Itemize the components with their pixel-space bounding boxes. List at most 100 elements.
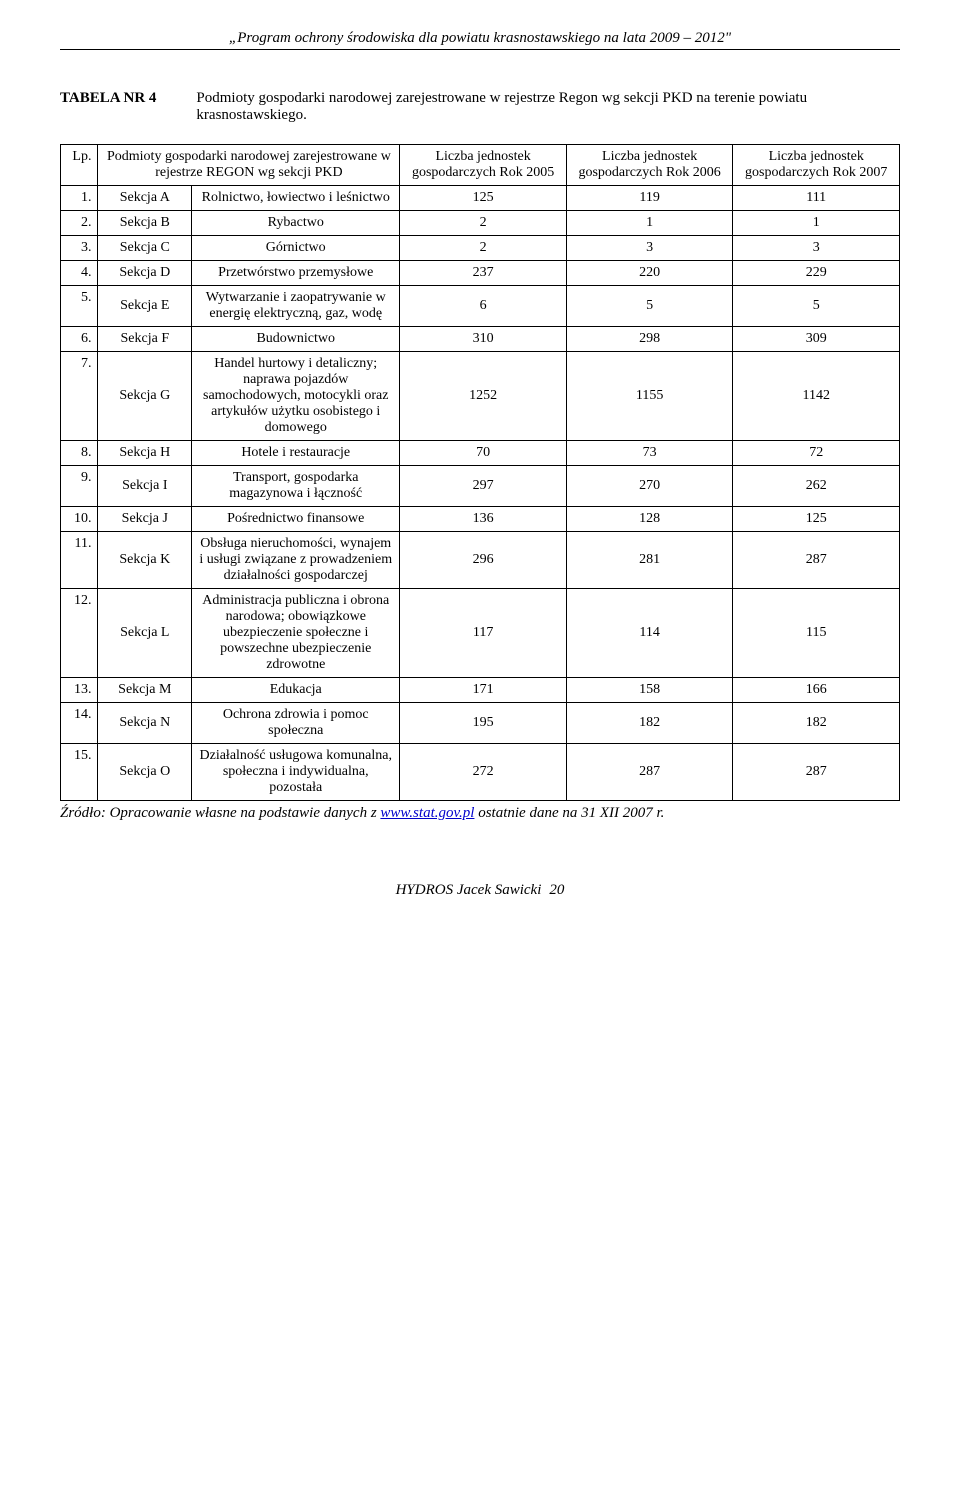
cell-sekcja: Sekcja M xyxy=(98,678,192,703)
cell-sekcja: Sekcja B xyxy=(98,211,192,236)
source-note: Źródło: Opracowanie własne na podstawie … xyxy=(60,805,900,822)
cell-2006: 298 xyxy=(566,327,733,352)
cell-2005: 195 xyxy=(400,703,567,744)
cell-lp: 2. xyxy=(61,211,98,236)
cell-2007: 1 xyxy=(733,211,900,236)
cell-2007: 3 xyxy=(733,236,900,261)
cell-lp: 14. xyxy=(61,703,98,744)
cell-2007: 166 xyxy=(733,678,900,703)
table-row: 12.Sekcja LAdministracja publiczna i obr… xyxy=(61,589,900,678)
page-footer: HYDROS Jacek Sawicki 20 xyxy=(60,882,900,899)
cell-2007: 111 xyxy=(733,186,900,211)
table-header-row: Lp. Podmioty gospodarki narodowej zareje… xyxy=(61,145,900,186)
cell-description: Budownictwo xyxy=(192,327,400,352)
cell-sekcja: Sekcja G xyxy=(98,352,192,441)
table-row: 8.Sekcja HHotele i restauracje707372 xyxy=(61,441,900,466)
footer-page-number: 20 xyxy=(549,882,564,899)
cell-description: Pośrednictwo finansowe xyxy=(192,507,400,532)
cell-lp: 11. xyxy=(61,532,98,589)
data-table: Lp. Podmioty gospodarki narodowej zareje… xyxy=(60,144,900,801)
table-row: 1.Sekcja ARolnictwo, łowiectwo i leśnict… xyxy=(61,186,900,211)
cell-2005: 70 xyxy=(400,441,567,466)
cell-sekcja: Sekcja E xyxy=(98,286,192,327)
cell-2006: 5 xyxy=(566,286,733,327)
cell-2005: 136 xyxy=(400,507,567,532)
cell-sekcja: Sekcja O xyxy=(98,744,192,801)
cell-2006: 281 xyxy=(566,532,733,589)
cell-2006: 73 xyxy=(566,441,733,466)
cell-description: Handel hurtowy i detaliczny; naprawa poj… xyxy=(192,352,400,441)
table-row: 13.Sekcja MEdukacja171158166 xyxy=(61,678,900,703)
cell-description: Górnictwo xyxy=(192,236,400,261)
cell-lp: 13. xyxy=(61,678,98,703)
cell-2007: 229 xyxy=(733,261,900,286)
cell-description: Rolnictwo, łowiectwo i leśnictwo xyxy=(192,186,400,211)
cell-description: Edukacja xyxy=(192,678,400,703)
table-caption: Podmioty gospodarki narodowej zarejestro… xyxy=(196,90,900,124)
cell-description: Przetwórstwo przemysłowe xyxy=(192,261,400,286)
cell-2007: 262 xyxy=(733,466,900,507)
col-header-lp: Lp. xyxy=(61,145,98,186)
col-header-2006: Liczba jednostek gospodarczych Rok 2006 xyxy=(566,145,733,186)
cell-2005: 297 xyxy=(400,466,567,507)
table-row: 2.Sekcja BRybactwo211 xyxy=(61,211,900,236)
cell-lp: 3. xyxy=(61,236,98,261)
table-row: 6.Sekcja FBudownictwo310298309 xyxy=(61,327,900,352)
cell-2006: 114 xyxy=(566,589,733,678)
cell-lp: 9. xyxy=(61,466,98,507)
source-link[interactable]: www.stat.gov.pl xyxy=(380,805,474,821)
table-label: TABELA NR 4 xyxy=(60,90,156,107)
cell-sekcja: Sekcja L xyxy=(98,589,192,678)
cell-sekcja: Sekcja A xyxy=(98,186,192,211)
cell-2006: 119 xyxy=(566,186,733,211)
cell-sekcja: Sekcja K xyxy=(98,532,192,589)
table-row: 7.Sekcja GHandel hurtowy i detaliczny; n… xyxy=(61,352,900,441)
cell-2007: 1142 xyxy=(733,352,900,441)
cell-lp: 12. xyxy=(61,589,98,678)
cell-2005: 6 xyxy=(400,286,567,327)
cell-description: Wytwarzanie i zaopatrywanie w energię el… xyxy=(192,286,400,327)
cell-description: Hotele i restauracje xyxy=(192,441,400,466)
cell-2006: 1 xyxy=(566,211,733,236)
footer-brand: HYDROS Jacek Sawicki xyxy=(396,882,542,899)
table-row: 11.Sekcja KObsługa nieruchomości, wynaje… xyxy=(61,532,900,589)
cell-description: Obsługa nieruchomości, wynajem i usługi … xyxy=(192,532,400,589)
cell-2006: 270 xyxy=(566,466,733,507)
cell-2005: 272 xyxy=(400,744,567,801)
table-row: 3.Sekcja CGórnictwo233 xyxy=(61,236,900,261)
cell-2006: 287 xyxy=(566,744,733,801)
cell-2007: 72 xyxy=(733,441,900,466)
cell-sekcja: Sekcja C xyxy=(98,236,192,261)
cell-2005: 117 xyxy=(400,589,567,678)
table-row: 14.Sekcja NOchrona zdrowia i pomoc społe… xyxy=(61,703,900,744)
page-header-title: „Program ochrony środowiska dla powiatu … xyxy=(60,30,900,50)
cell-lp: 10. xyxy=(61,507,98,532)
table-row: 9.Sekcja ITransport, gospodarka magazyno… xyxy=(61,466,900,507)
cell-sekcja: Sekcja D xyxy=(98,261,192,286)
cell-2007: 287 xyxy=(733,744,900,801)
cell-sekcja: Sekcja J xyxy=(98,507,192,532)
cell-lp: 6. xyxy=(61,327,98,352)
cell-sekcja: Sekcja F xyxy=(98,327,192,352)
cell-2006: 3 xyxy=(566,236,733,261)
cell-description: Ochrona zdrowia i pomoc społeczna xyxy=(192,703,400,744)
cell-lp: 5. xyxy=(61,286,98,327)
cell-2006: 128 xyxy=(566,507,733,532)
cell-sekcja: Sekcja H xyxy=(98,441,192,466)
cell-2006: 158 xyxy=(566,678,733,703)
cell-2005: 2 xyxy=(400,211,567,236)
cell-2005: 310 xyxy=(400,327,567,352)
cell-2005: 296 xyxy=(400,532,567,589)
cell-lp: 1. xyxy=(61,186,98,211)
source-suffix: ostatnie dane na 31 XII 2007 r. xyxy=(474,805,664,821)
cell-2007: 5 xyxy=(733,286,900,327)
cell-description: Rybactwo xyxy=(192,211,400,236)
cell-2005: 2 xyxy=(400,236,567,261)
cell-sekcja: Sekcja I xyxy=(98,466,192,507)
cell-description: Administracja publiczna i obrona narodow… xyxy=(192,589,400,678)
cell-lp: 15. xyxy=(61,744,98,801)
table-row: 4.Sekcja DPrzetwórstwo przemysłowe237220… xyxy=(61,261,900,286)
cell-2005: 171 xyxy=(400,678,567,703)
source-prefix: Źródło: Opracowanie własne na podstawie … xyxy=(60,805,380,821)
cell-sekcja: Sekcja N xyxy=(98,703,192,744)
